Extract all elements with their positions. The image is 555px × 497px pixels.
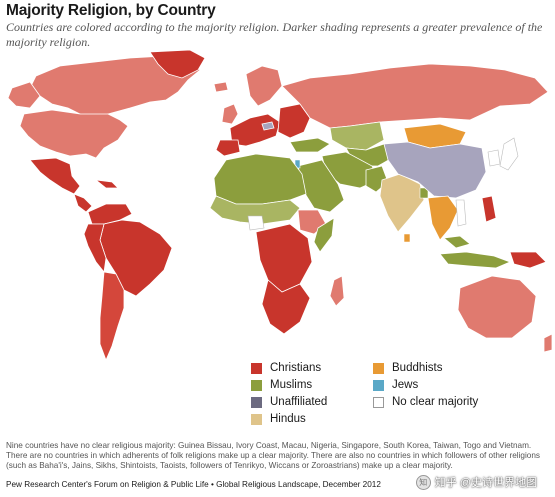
legend-swatch (373, 379, 384, 391)
legend-label: Christians (270, 362, 322, 374)
footnote: Nine countries have no clear religious m… (6, 441, 540, 471)
figure-subtitle: Countries are colored according to the m… (6, 20, 543, 49)
region-argentina-chile (99, 271, 125, 362)
map-legend: Christians Muslims Unaffiliated Hindus B… (245, 360, 478, 425)
region-indonesia (439, 251, 512, 269)
region-vietnam (455, 199, 467, 227)
legend-label: Buddhists (392, 362, 443, 374)
world-map (7, 49, 553, 362)
watermark-text: 知乎 @史诗世界地图 (434, 477, 537, 489)
region-czech (261, 121, 275, 131)
region-alaska (7, 81, 41, 109)
legend-swatch (251, 413, 262, 425)
region-scandinavia (245, 65, 283, 107)
region-iceland (213, 81, 229, 93)
region-turkey (289, 137, 331, 153)
legend-label: Jews (392, 379, 419, 391)
region-new-zealand (543, 333, 553, 353)
region-greenland (149, 49, 206, 79)
legend-item-hindus: Hindus (251, 413, 306, 425)
legend-item-muslims: Muslims (251, 379, 312, 391)
legend-swatch (251, 379, 262, 391)
legend-item-unaffiliated: Unaffiliated (251, 396, 327, 408)
region-central-america (73, 193, 93, 213)
region-malaysia (443, 235, 471, 249)
legend-swatch (373, 362, 384, 374)
region-australia (457, 275, 537, 339)
region-iberia (215, 139, 241, 157)
legend-label: No clear majority (392, 396, 479, 408)
figure-title: Majority Religion, by Country (6, 2, 216, 19)
region-usa (19, 109, 129, 159)
region-mexico (29, 157, 81, 195)
region-madagascar (329, 275, 345, 307)
source-line: Pew Research Center's Forum on Religion … (6, 480, 381, 489)
legend-swatch (251, 396, 262, 408)
legend-item-christians: Christians (251, 362, 321, 374)
region-russia (281, 63, 549, 129)
region-papua (509, 251, 547, 269)
legend-label: Muslims (270, 379, 313, 391)
region-japan (499, 137, 519, 171)
region-uk-ireland (221, 103, 239, 125)
legend-item-buddhists: Buddhists (373, 362, 443, 374)
region-north-africa (213, 153, 307, 205)
region-china (383, 141, 487, 199)
watermark: 知 知乎 @史诗世界地图 (415, 474, 537, 490)
legend-swatch (251, 362, 262, 374)
legend-item-no-clear-majority: No clear majority (373, 396, 478, 408)
region-nigeria (247, 215, 265, 231)
region-arabia (297, 159, 345, 213)
region-sahel (209, 195, 301, 225)
region-sri-lanka (403, 233, 411, 243)
region-kazakhstan (329, 121, 385, 151)
region-central-africa (255, 223, 313, 293)
region-caribbean (94, 179, 119, 189)
legend-item-jews: Jews (373, 379, 418, 391)
legend-label: Unaffiliated (270, 396, 328, 408)
region-canada (29, 55, 201, 121)
region-indochina (427, 195, 459, 241)
region-southern-africa (261, 279, 311, 335)
region-somalia (313, 217, 335, 253)
zhihu-logo-icon: 知 (415, 474, 431, 490)
region-philippines (481, 195, 497, 223)
legend-swatch (373, 396, 384, 408)
legend-label: Hindus (270, 413, 306, 425)
region-korea (487, 149, 501, 167)
region-india (379, 173, 425, 233)
